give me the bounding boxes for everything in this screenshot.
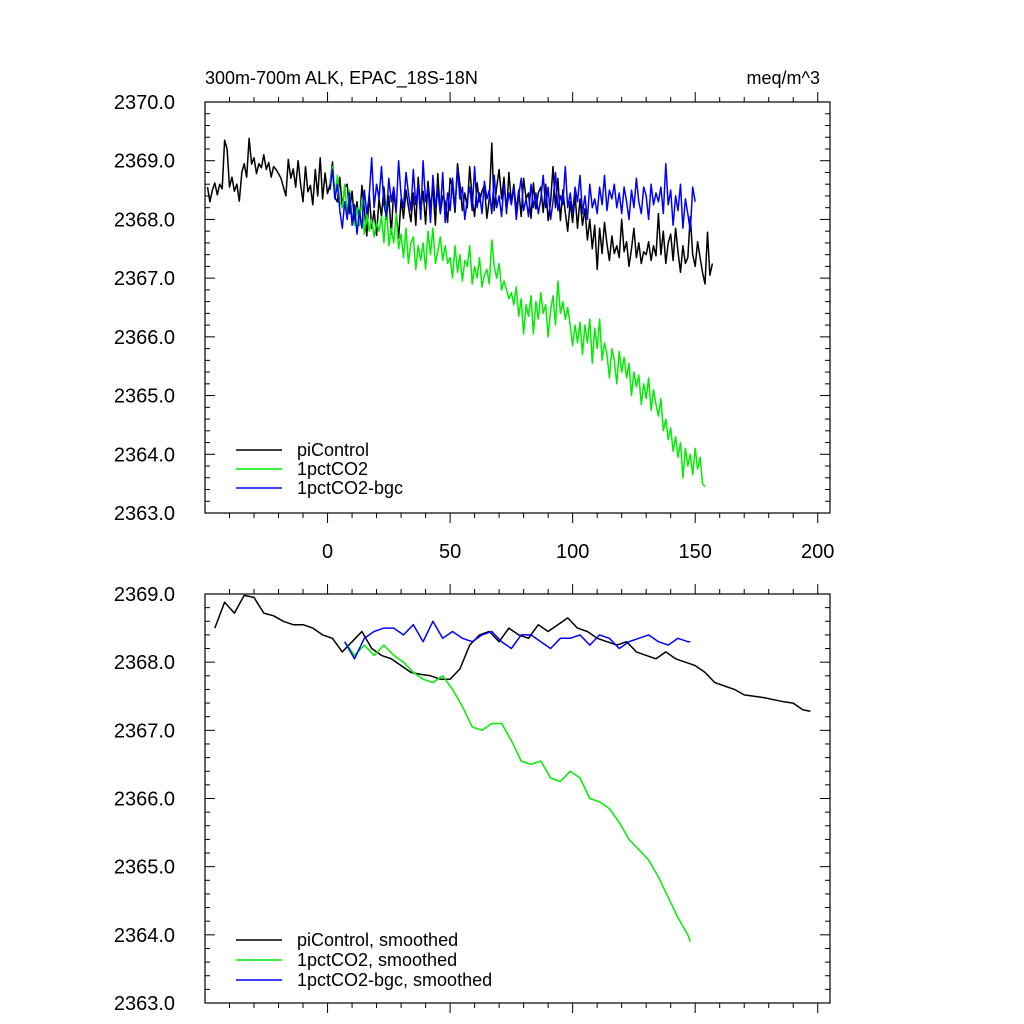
legend-label: 1pctCO2-bgc	[297, 478, 403, 498]
series-line-picontrol	[206, 137, 714, 285]
series-line-1pctco2-bgc-smoothed	[344, 620, 691, 660]
x-tick-label: 150	[679, 541, 712, 563]
y-tick-label: 2364.0	[114, 925, 175, 947]
legend-label: 1pctCO2-bgc, smoothed	[297, 970, 492, 990]
plot-frame	[204, 101, 831, 514]
y-tick-label: 2367.0	[114, 268, 175, 290]
y-tick-label: 2364.0	[114, 444, 175, 466]
y-tick-label: 2368.0	[114, 652, 175, 674]
y-tick-label: 2370.0	[114, 92, 175, 114]
legend-label: piControl, smoothed	[297, 930, 458, 950]
y-tick-label: 2367.0	[114, 720, 175, 742]
y-tick-label: 2365.0	[114, 386, 175, 408]
bottom-panel: 2363.0 2364.0 2365.0 2366.0 2367.0 2368.0 2369…	[114, 584, 831, 1015]
y-tick-label: 2366.0	[114, 327, 175, 349]
chart-title: 300m-700m ALK, EPAC_18S-18N	[205, 68, 478, 89]
y-tick-label: 2369.0	[114, 584, 175, 606]
series-line-1pctco2-smoothed	[344, 641, 692, 942]
legend-label: 1pctCO2	[297, 459, 368, 479]
x-tick-label: 100	[556, 541, 589, 563]
legend-label: piControl	[297, 440, 369, 460]
series-line-picontrol-smoothed	[214, 594, 811, 712]
series-line-1pctco2	[329, 165, 706, 488]
legend-label: 1pctCO2, smoothed	[297, 950, 457, 970]
x-tick-label: 200	[801, 541, 834, 563]
y-tick-label: 2363.0	[114, 503, 175, 525]
x-tick-label: 0	[322, 541, 333, 563]
series-line-1pctco2-bgc	[329, 157, 696, 235]
top-panel: 300m-700m ALK, EPAC_18S-18N meq/m^3 2363…	[114, 68, 835, 563]
y-tick-label: 2368.0	[114, 209, 175, 231]
x-tick-label: 50	[439, 541, 461, 563]
units-label: meq/m^3	[747, 68, 820, 88]
y-tick-label: 2363.0	[114, 993, 175, 1015]
y-tick-label: 2365.0	[114, 857, 175, 879]
y-tick-label: 2369.0	[114, 151, 175, 173]
y-tick-label: 2366.0	[114, 789, 175, 811]
